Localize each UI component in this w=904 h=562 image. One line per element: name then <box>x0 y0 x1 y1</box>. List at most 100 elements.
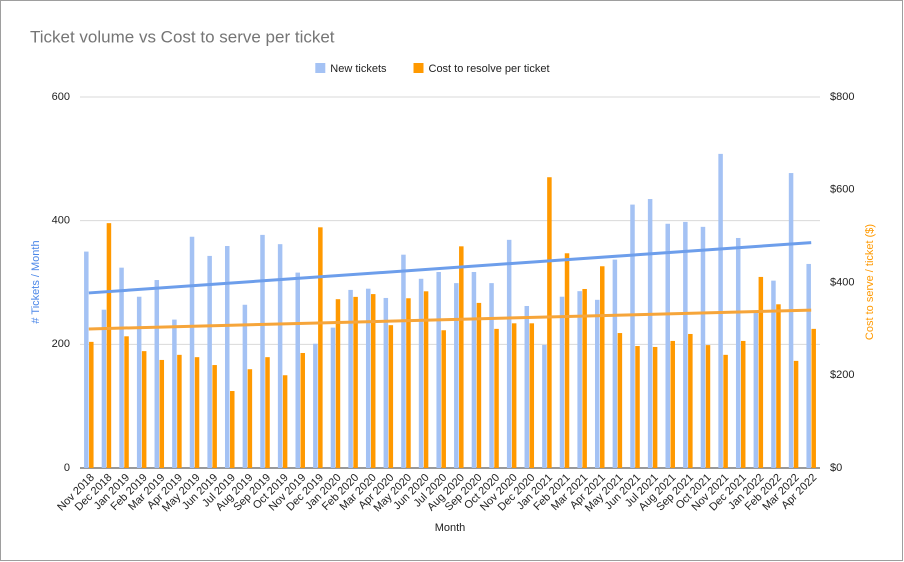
bar <box>353 296 358 468</box>
bar <box>758 276 764 468</box>
legend-swatch <box>315 63 326 73</box>
y2-tick-label: $800 <box>830 91 854 103</box>
chart-title: Ticket volume vs Cost to serve per ticke… <box>30 27 335 46</box>
bar <box>617 333 623 468</box>
bar <box>723 354 728 468</box>
bar <box>225 246 230 468</box>
bar <box>436 271 441 468</box>
bar <box>365 288 371 468</box>
bar <box>295 272 300 468</box>
bar <box>793 360 799 468</box>
bar <box>683 221 688 468</box>
bar <box>670 340 675 468</box>
bar <box>383 297 389 468</box>
bar <box>300 352 305 468</box>
bar <box>242 304 248 468</box>
bar <box>577 291 582 468</box>
y2-axis-title: Cost to serve / ticket ($) <box>864 224 876 340</box>
bar <box>154 280 160 468</box>
bar <box>282 375 288 468</box>
bar <box>665 223 670 468</box>
bar <box>582 288 587 468</box>
bar <box>106 223 112 468</box>
bar <box>788 173 794 468</box>
bar <box>494 328 499 468</box>
bar <box>247 369 253 468</box>
bar <box>718 153 723 469</box>
y-tick-label: 400 <box>52 215 70 227</box>
bar <box>595 299 600 468</box>
bar <box>177 354 182 468</box>
trendline <box>88 308 812 331</box>
bar <box>124 336 129 468</box>
bar <box>423 291 429 468</box>
y2-tick-label: $0 <box>830 462 842 474</box>
bar <box>189 236 195 468</box>
bar <box>172 319 177 468</box>
bar <box>735 237 741 468</box>
bar <box>559 296 565 468</box>
bar <box>771 280 776 468</box>
bar <box>454 283 459 468</box>
bar <box>612 259 618 468</box>
bar <box>647 199 653 468</box>
legend-swatch <box>413 63 424 73</box>
trendline <box>88 241 812 295</box>
bar <box>652 346 658 468</box>
bar <box>101 309 107 468</box>
bar <box>406 298 411 468</box>
y-tick-label: 200 <box>52 338 70 350</box>
bar <box>265 357 270 468</box>
y2-tick-label: $600 <box>830 184 854 196</box>
bar <box>700 226 706 468</box>
bar <box>705 345 711 468</box>
bar <box>511 323 517 468</box>
bar <box>212 365 217 468</box>
bar <box>318 227 323 468</box>
bar <box>388 325 394 468</box>
bar <box>524 305 530 468</box>
bar <box>401 254 406 468</box>
bar <box>564 253 570 468</box>
x-axis-title: Month <box>435 522 466 534</box>
legend-label: New tickets <box>330 63 387 75</box>
bar <box>753 310 759 468</box>
bar <box>529 323 535 468</box>
bar <box>230 391 235 468</box>
bar <box>335 299 341 468</box>
bar <box>441 330 446 468</box>
bar <box>489 283 494 468</box>
y-axis-title: # Tickets / Month <box>30 240 42 323</box>
bar <box>600 266 605 468</box>
bar <box>119 267 124 468</box>
bar <box>476 302 482 468</box>
bar <box>277 244 283 468</box>
y2-tick-label: $200 <box>830 369 854 381</box>
bar <box>159 359 165 468</box>
bar <box>89 341 94 468</box>
bar <box>776 304 781 468</box>
bar <box>630 204 635 468</box>
y2-tick-label: $400 <box>830 276 854 288</box>
bar <box>194 357 200 468</box>
bar <box>260 234 265 468</box>
bar <box>418 278 424 468</box>
y-tick-label: 0 <box>64 462 70 474</box>
bar <box>806 263 811 468</box>
bar <box>330 327 336 468</box>
bar <box>506 239 512 468</box>
y-tick-label: 600 <box>52 91 70 103</box>
bar <box>542 344 547 468</box>
bar <box>84 251 89 468</box>
bar <box>141 351 147 468</box>
bar <box>348 289 353 468</box>
legend-label: Cost to resolve per ticket <box>429 63 550 75</box>
bar <box>370 294 376 468</box>
bar <box>635 346 640 468</box>
bar <box>313 343 318 468</box>
bar <box>547 177 552 468</box>
bar <box>688 333 693 468</box>
bar <box>811 328 816 468</box>
